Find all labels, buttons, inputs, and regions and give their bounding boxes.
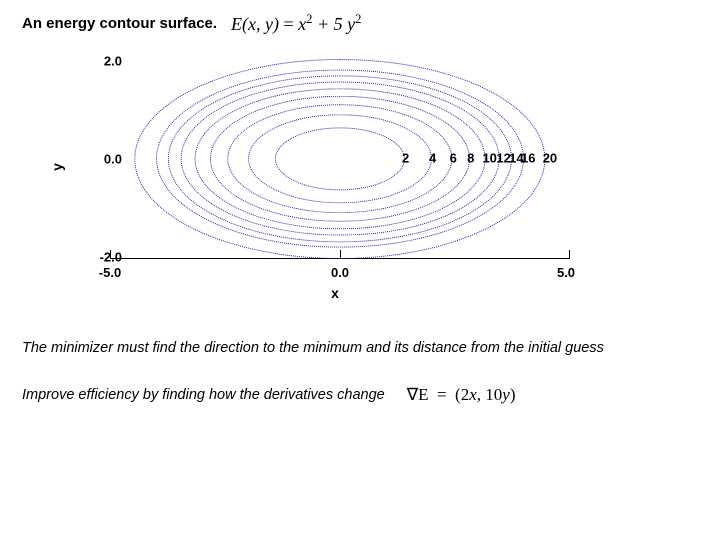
contour-label: 10 — [482, 150, 496, 165]
equation: E(x, y) = x2 + 5 y2 — [231, 12, 361, 35]
gradient-expr: ∇E = (2x, 10y) — [407, 385, 516, 405]
contour-label: 16 — [521, 150, 535, 165]
grad-lhs: ∇E — [407, 385, 429, 404]
contour-label: 6 — [450, 150, 457, 165]
plot-area: 24681012141620 — [110, 59, 570, 259]
contour-label: 20 — [543, 150, 557, 165]
contour-label: 8 — [467, 150, 474, 165]
xtick-label: 5.0 — [557, 265, 575, 280]
xtick — [569, 250, 570, 258]
caption-2: Improve efficiency by finding how the de… — [22, 387, 385, 403]
title-row: An energy contour surface. E(x, y) = x2 … — [22, 12, 698, 35]
eq-lhs: E(x, y) — [231, 14, 279, 34]
y-axis-title: y — [49, 163, 65, 171]
xtick-label: -5.0 — [99, 265, 121, 280]
xtick — [110, 250, 111, 258]
eq-plus: + 5 — [317, 14, 343, 34]
contour-label: 4 — [429, 150, 436, 165]
caption-1: The minimizer must find the direction to… — [22, 339, 698, 359]
xtick-label: 0.0 — [331, 265, 349, 280]
contour-label: 2 — [402, 150, 409, 165]
eq-equals: = — [284, 14, 299, 34]
x-axis-title: x — [331, 285, 339, 301]
eq-y: y — [347, 14, 355, 34]
caption-2-row: Improve efficiency by finding how the de… — [22, 385, 698, 405]
eq-x: x — [298, 14, 306, 34]
page-title: An energy contour surface. — [22, 15, 217, 32]
contour-chart: y x 2.0 0.0 -2.0 24681012141620 -5.0 0.0… — [50, 49, 590, 309]
